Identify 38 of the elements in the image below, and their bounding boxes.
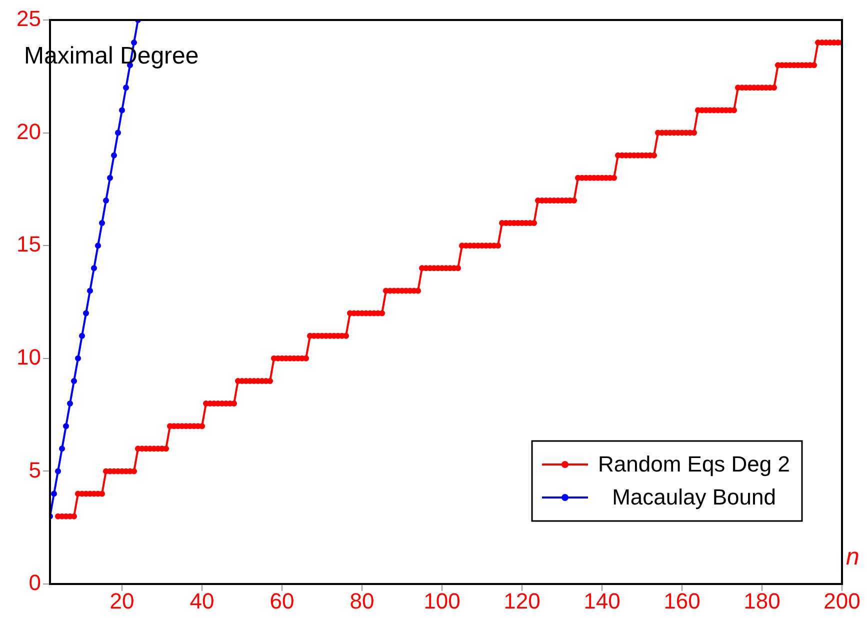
y-tick-label: 25: [16, 6, 41, 32]
y-tick-label: 0: [28, 570, 41, 596]
point: [59, 446, 65, 452]
point: [87, 288, 93, 294]
x-axis-title: n: [846, 544, 860, 571]
point: [83, 310, 89, 316]
y-tick-label: 15: [16, 232, 41, 257]
point: [75, 355, 81, 362]
point: [99, 220, 105, 226]
x-tick-label: 120: [504, 588, 540, 614]
point: [111, 152, 117, 158]
x-tick-label: 160: [664, 588, 700, 614]
point: [107, 174, 113, 181]
legend-label: Macaulay Bound: [612, 484, 776, 510]
point: [123, 84, 129, 91]
point: [55, 468, 61, 474]
point: [119, 107, 125, 114]
point: [115, 130, 121, 136]
point: [79, 332, 85, 339]
x-tick-label: 60: [270, 588, 294, 614]
legend-label: Random Eqs Deg 2: [598, 452, 790, 477]
point: [63, 423, 69, 430]
x-tick-label: 140: [584, 588, 620, 614]
point: [95, 242, 101, 249]
x-tick-label: 200: [824, 588, 860, 614]
x-tick-label: 180: [744, 588, 780, 614]
point: [67, 400, 73, 407]
point: [71, 378, 77, 384]
point: [51, 490, 57, 497]
y-tick-label: 10: [16, 344, 41, 370]
x-tick-label: 40: [190, 588, 214, 614]
point: [91, 265, 97, 272]
y-tick-label: 20: [16, 118, 41, 144]
y-tick-label: 5: [28, 457, 41, 482]
x-tick-label: 80: [350, 588, 374, 614]
x-tick-label: 100: [424, 588, 460, 614]
x-tick-label: 20: [110, 588, 134, 614]
point: [103, 197, 109, 204]
